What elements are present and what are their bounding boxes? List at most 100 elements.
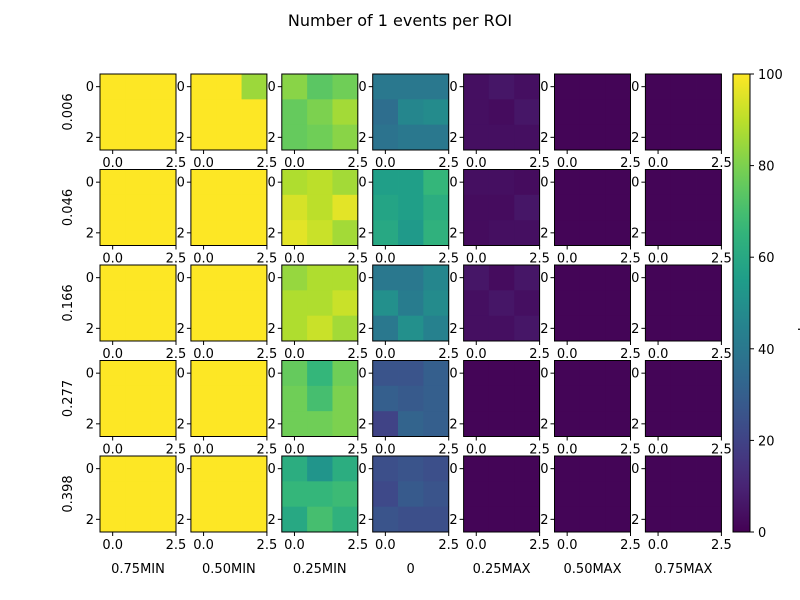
heatmap-cell — [670, 290, 697, 317]
colorbar-tick-label: 40 — [758, 343, 775, 358]
y-tick-label: 2 — [86, 513, 94, 528]
heatmap-cell — [332, 456, 359, 482]
heatmap-cell — [100, 315, 126, 342]
colorbar-label: Color Map — [797, 270, 800, 336]
heatmap-cell — [190, 315, 217, 342]
x-tick-label: 2.5 — [711, 252, 732, 267]
heatmap-cell — [645, 194, 672, 221]
colorbar-tick-label: 80 — [758, 160, 775, 175]
heatmap-cell — [645, 481, 672, 508]
heatmap-cell — [190, 265, 217, 291]
heatmap-cell — [463, 169, 490, 196]
y-tick-label: 0 — [540, 176, 548, 191]
heatmap-cell — [398, 194, 424, 221]
heatmap-cell — [670, 124, 697, 151]
heatmap-cell — [554, 360, 581, 387]
heatmap-cell — [190, 220, 217, 246]
heatmap-cell — [605, 385, 631, 412]
heatmap-cell — [554, 99, 581, 126]
heatmap-cell — [216, 74, 242, 100]
heatmap-cell — [100, 411, 126, 437]
heatmap-cell — [281, 99, 308, 126]
y-tick-label: 0 — [86, 80, 94, 95]
heatmap-cell — [579, 169, 606, 196]
panel-frame — [554, 169, 631, 246]
y-tick-label: 0 — [358, 271, 366, 286]
y-tick-label: 0 — [631, 367, 639, 382]
row-label: 0.398 — [61, 475, 76, 512]
heatmap-cell — [696, 360, 722, 387]
heatmap-cell — [554, 124, 581, 151]
heatmap-panel: 0 2 0.0 2.5 — [86, 455, 186, 553]
heatmap-cell — [190, 411, 217, 437]
y-tick-label: 0 — [358, 462, 366, 477]
y-tick-label: 2 — [540, 226, 548, 241]
y-tick-label: 2 — [358, 513, 366, 528]
colorbar-tick-label: 60 — [758, 251, 775, 266]
heatmap-cell — [579, 481, 606, 508]
heatmap-cell — [332, 169, 359, 196]
y-tick-label: 2 — [540, 131, 548, 146]
heatmap-cell — [125, 290, 152, 317]
x-tick-label: 0.0 — [284, 443, 305, 458]
x-tick-label: 0.0 — [557, 538, 578, 553]
heatmap-cell — [514, 481, 540, 508]
heatmap-panel: 0 2 0.0 2.5 — [540, 264, 641, 362]
heatmap-cell — [398, 74, 424, 100]
x-tick-label: 0.0 — [102, 347, 123, 362]
heatmap-cell — [332, 124, 359, 151]
heatmap-cell — [150, 481, 177, 508]
heatmap-cell — [463, 124, 490, 151]
y-tick-label: 0 — [268, 367, 276, 382]
heatmap-cell — [150, 360, 177, 387]
heatmap-cell — [605, 99, 631, 126]
y-tick-label: 0 — [449, 462, 457, 477]
heatmap-cell — [514, 99, 540, 126]
heatmap-panel: 0 2 0.0 2.5 — [177, 73, 277, 171]
panel-frame — [463, 360, 541, 437]
heatmap-cell — [241, 360, 268, 387]
heatmap-cell — [514, 360, 540, 387]
y-tick-label: 2 — [86, 131, 94, 146]
heatmap-cell — [125, 506, 152, 533]
x-tick-label: 2.5 — [620, 347, 641, 362]
heatmap-cell — [554, 411, 581, 437]
heatmap-cell — [125, 360, 152, 387]
heatmap-cell — [670, 194, 697, 221]
heatmap-cell — [398, 360, 424, 387]
heatmap-panel: 0 2 0.0 2.5 — [358, 169, 459, 267]
heatmap-cell — [554, 315, 581, 342]
heatmap-cell — [579, 506, 606, 533]
heatmap-cell — [645, 360, 672, 387]
heatmap-cell — [605, 194, 631, 221]
y-tick-label: 0 — [540, 367, 548, 382]
heatmap-cell — [150, 506, 177, 533]
y-tick-label: 0 — [540, 462, 548, 477]
heatmap-cell — [696, 411, 722, 437]
heatmap-cell — [423, 481, 450, 508]
heatmap-cell — [281, 290, 308, 317]
heatmap-cell — [488, 194, 515, 221]
x-tick-label: 2.5 — [620, 252, 641, 267]
heatmap-cell — [241, 265, 268, 291]
heatmap-cell — [100, 290, 126, 317]
heatmap-cell — [423, 290, 450, 317]
heatmap-cell — [398, 169, 424, 196]
heatmap-cell — [332, 194, 359, 221]
x-tick-label: 2.5 — [347, 156, 368, 171]
panel-frame — [372, 455, 450, 533]
heatmap-panel: 0 2 0.0 2.5 — [86, 360, 186, 458]
colorbar-tick-label: 100 — [758, 68, 783, 83]
heatmap-cell — [398, 456, 424, 482]
panel-frame — [281, 455, 359, 533]
row-label: 0.006 — [61, 93, 76, 130]
panel-frame — [372, 264, 450, 342]
y-tick-label: 2 — [86, 322, 94, 337]
heatmap-cell — [670, 265, 697, 291]
heatmap-cell — [332, 360, 359, 387]
x-tick-label: 2.5 — [529, 156, 550, 171]
x-tick-label: 2.5 — [166, 252, 187, 267]
heatmap-cell — [332, 265, 359, 291]
heatmap-cell — [605, 220, 631, 246]
y-tick-label: 2 — [177, 513, 185, 528]
